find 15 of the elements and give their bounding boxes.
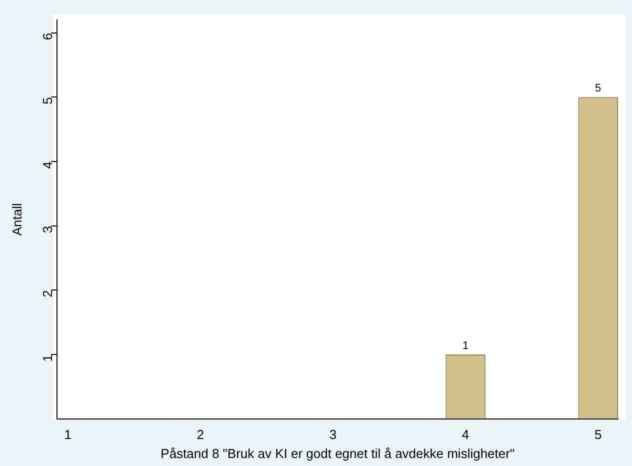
x-tick-label: 2 xyxy=(196,427,204,442)
y-tick-label: 5 xyxy=(40,97,55,104)
y-tick-label: 4 xyxy=(40,162,55,169)
data-label: 1 xyxy=(462,340,469,352)
x-tick-label: 4 xyxy=(462,427,470,442)
x-tick-label: 1 xyxy=(64,427,72,442)
x-tick-label: 3 xyxy=(329,427,337,442)
y-axis-title: Antall xyxy=(9,203,24,236)
x-tick-label: 5 xyxy=(594,427,602,442)
data-label: 5 xyxy=(595,82,602,95)
y-tick-label: 3 xyxy=(40,226,55,234)
y-tick-label: 1 xyxy=(40,354,55,362)
y-tick-label: 6 xyxy=(40,32,55,40)
x-axis-title: Påstand 8 "Bruk av KI er godt egnet til å avdekke misligheter" xyxy=(160,446,515,461)
y-tick-label: 2 xyxy=(40,290,55,298)
